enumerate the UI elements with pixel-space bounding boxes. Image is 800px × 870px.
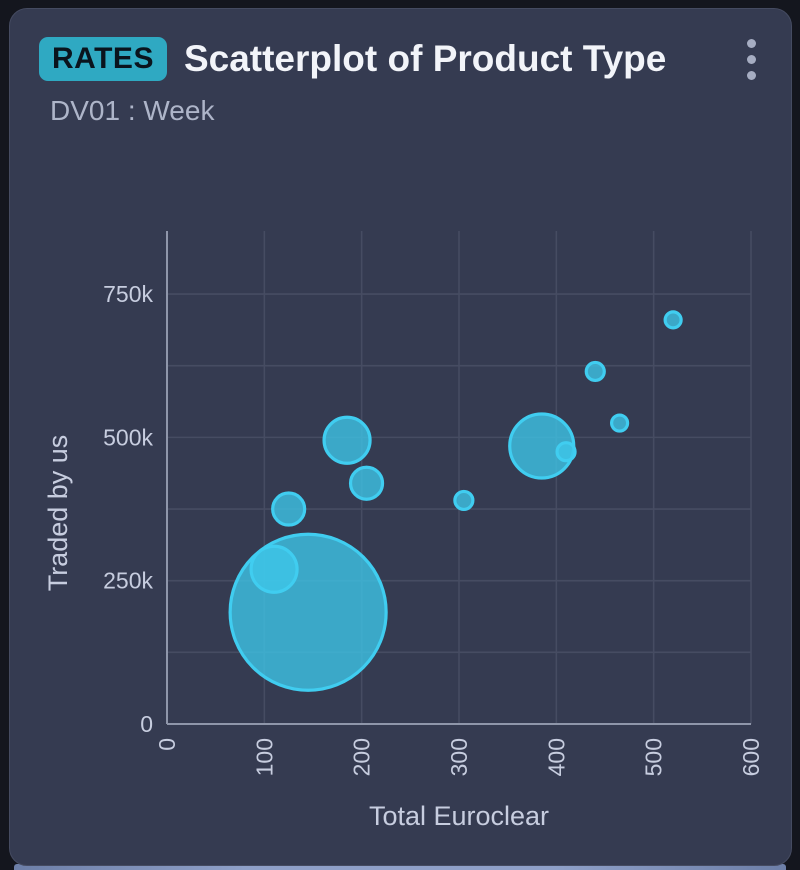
scatter-point [271, 491, 307, 527]
scatter-point [584, 360, 606, 383]
scatter-point [609, 413, 630, 433]
scatter-chart: 0 250k 500k 750k 0 100 200 300 400 500 600 Total Eu… [43, 231, 764, 831]
scatter-point [453, 489, 475, 512]
x-axis-title: Total Euroclear [369, 801, 549, 831]
x-tick-label: 100 [251, 738, 277, 776]
kebab-dot [746, 54, 756, 64]
x-tick-label: 400 [543, 738, 569, 776]
rates-badge: RATES [39, 37, 167, 81]
x-tick-label: 500 [641, 738, 667, 776]
y-tick-label: 500k [103, 424, 153, 450]
scatter-point [322, 415, 372, 465]
scatter-point [555, 441, 577, 463]
card-subtitle: DV01 : Week [50, 95, 215, 126]
x-tick-label: 0 [154, 738, 180, 751]
scatterplot-widget-card: RATES Scatterplot of Product Type DV01 :… [9, 8, 792, 866]
bottom-accent-bar [14, 864, 786, 870]
card-header: RATES Scatterplot of Product Type [39, 31, 771, 87]
x-tick-label: 300 [446, 738, 472, 776]
x-tick-label: 600 [738, 738, 764, 776]
y-tick-label: 0 [140, 711, 153, 737]
scatter-point [249, 544, 299, 594]
x-tick-label: 200 [349, 738, 375, 776]
card-title: Scatterplot of Product Type [183, 38, 667, 79]
kebab-dot [746, 38, 756, 48]
scatter-point [663, 310, 683, 330]
kebab-dot [746, 70, 756, 80]
kebab-menu-icon[interactable] [731, 33, 771, 85]
y-axis-title: Traded by us [43, 435, 73, 592]
y-tick-label: 250k [103, 568, 153, 594]
y-tick-label: 750k [103, 281, 153, 307]
scatter-point [348, 465, 385, 501]
